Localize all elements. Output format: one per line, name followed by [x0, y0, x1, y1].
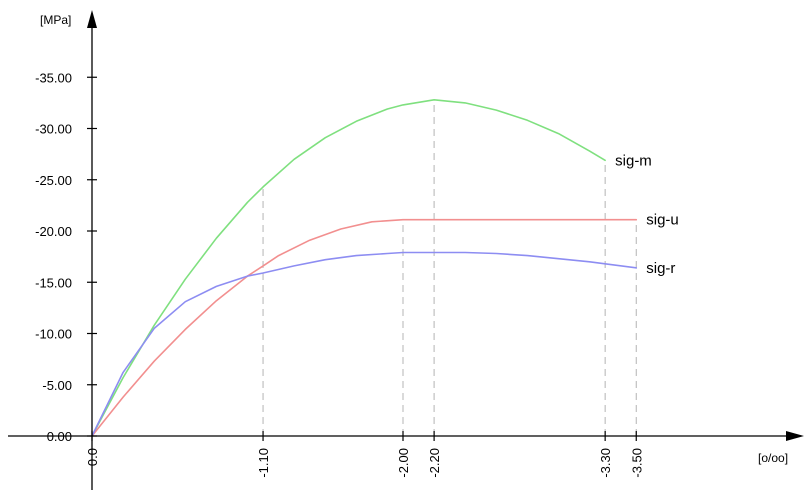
- y-tick-label: 0.00: [47, 429, 72, 444]
- x-tick-label: -3.50: [629, 448, 644, 478]
- x-tick-label: -1.10: [256, 448, 271, 478]
- series-label-sig-u: sig-u: [646, 212, 679, 229]
- series-line-sig-u: [91, 218, 638, 437]
- series-label-sig-m: sig-m: [615, 152, 652, 169]
- y-tick-label: -30.00: [35, 122, 72, 137]
- y-tick-label: -5.00: [42, 378, 72, 393]
- y-tick-label: -15.00: [35, 275, 72, 290]
- x-axis-arrow: [786, 431, 804, 441]
- y-tick-label: -20.00: [35, 224, 72, 239]
- y-axis-unit: [MPa]: [40, 13, 71, 27]
- series-line-sig-r: [91, 251, 638, 437]
- labels: [MPa] [o/oo] 0.00 -5.00 -10.00 -15.00 -20.00…: [35, 13, 788, 478]
- series-lines: [91, 99, 638, 437]
- axes: [8, 10, 804, 490]
- series-line-sig-m: [91, 99, 606, 437]
- y-tick-label: -25.00: [35, 173, 72, 188]
- series-label-sig-r: sig-r: [646, 260, 675, 277]
- guide-lines: [262, 99, 637, 436]
- x-tick-label: 0.0: [85, 448, 100, 466]
- x-axis-unit: [o/oo]: [758, 451, 788, 465]
- x-tick-label: -2.00: [396, 448, 411, 478]
- x-tick-label: -3.30: [598, 448, 613, 478]
- y-tick-label: -35.00: [35, 70, 72, 85]
- y-axis-arrow: [87, 10, 97, 28]
- ticks: [87, 76, 637, 441]
- x-tick-label: -2.20: [427, 448, 442, 478]
- y-tick-label: -10.00: [35, 327, 72, 342]
